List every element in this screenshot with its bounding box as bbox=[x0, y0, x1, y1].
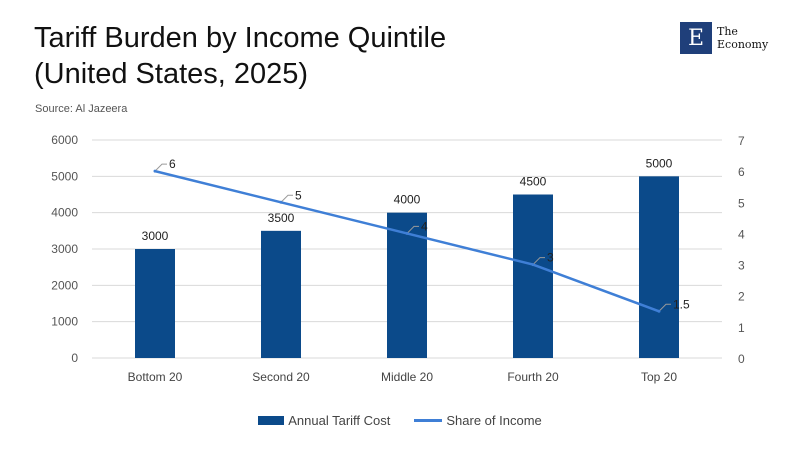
legend-label-line: Share of Income bbox=[446, 413, 542, 428]
bar bbox=[135, 249, 175, 358]
x-category-label: Top 20 bbox=[641, 370, 677, 384]
line-point bbox=[657, 309, 661, 313]
x-category-label: Second 20 bbox=[252, 370, 310, 384]
bar bbox=[639, 176, 679, 358]
title-line-1: Tariff Burden by Income Quintile bbox=[34, 22, 447, 54]
legend-item-bars: Annual Tariff Cost bbox=[258, 413, 390, 428]
y-left-tick-label: 2000 bbox=[51, 278, 78, 292]
title-line-2: (United States, 2025) bbox=[34, 58, 309, 90]
logo-text-line-1: The bbox=[717, 25, 738, 38]
line-data-label: 4 bbox=[421, 219, 428, 233]
y-right-tick-label: 6 bbox=[738, 165, 745, 179]
y-left-tick-label: 5000 bbox=[51, 169, 78, 183]
y-right-tick-label: 0 bbox=[738, 352, 745, 366]
publisher-logo: E The Economy bbox=[680, 22, 768, 54]
legend: Annual Tariff Cost Share of Income bbox=[0, 413, 800, 428]
y-left-tick-label: 6000 bbox=[51, 133, 78, 147]
y-right-tick-label: 3 bbox=[738, 259, 745, 273]
bar-data-label: 3000 bbox=[142, 229, 169, 243]
line-point bbox=[153, 169, 157, 173]
y-left-tick-label: 0 bbox=[71, 351, 78, 365]
y-right-tick-label: 1 bbox=[738, 321, 745, 335]
line-point bbox=[279, 200, 283, 204]
chart-title: Tariff Burden by Income Quintile (United… bbox=[34, 20, 446, 92]
line-label-leader bbox=[155, 163, 167, 171]
logo-text: The Economy bbox=[717, 25, 768, 51]
line-label-leader bbox=[659, 303, 671, 311]
y-right-tick-label: 5 bbox=[738, 196, 745, 210]
line-label-leader bbox=[281, 194, 293, 202]
legend-swatch-bar bbox=[258, 416, 285, 425]
y-left-tick-label: 1000 bbox=[51, 315, 78, 329]
y-right-tick-label: 2 bbox=[738, 290, 745, 304]
legend-label-bars: Annual Tariff Cost bbox=[288, 413, 391, 428]
line-data-label: 1.5 bbox=[673, 297, 690, 311]
y-left-tick-label: 3000 bbox=[51, 242, 78, 256]
line-point bbox=[531, 263, 535, 267]
line-data-label: 3 bbox=[547, 251, 554, 265]
bar-data-label: 3500 bbox=[268, 211, 295, 225]
y-right-tick-label: 4 bbox=[738, 227, 745, 241]
bar bbox=[513, 194, 553, 358]
bar-data-label: 5000 bbox=[646, 156, 673, 170]
legend-swatch-line bbox=[414, 419, 443, 422]
line-data-label: 5 bbox=[295, 188, 302, 202]
y-left-tick-label: 4000 bbox=[51, 206, 78, 220]
source-note: Source: Al Jazeera bbox=[35, 103, 128, 115]
legend-item-line: Share of Income bbox=[414, 413, 542, 428]
logo-mark: E bbox=[680, 22, 712, 54]
line-label-leader bbox=[407, 225, 419, 233]
x-category-label: Bottom 20 bbox=[128, 370, 183, 384]
logo-text-line-2: Economy bbox=[717, 38, 769, 51]
y-right-tick-label: 7 bbox=[738, 134, 745, 148]
line-point bbox=[405, 231, 409, 235]
bar-data-label: 4000 bbox=[394, 193, 421, 207]
bar bbox=[261, 230, 301, 358]
line-label-leader bbox=[533, 257, 545, 264]
bar-data-label: 4500 bbox=[520, 175, 547, 189]
line-data-label: 6 bbox=[169, 157, 176, 171]
x-category-label: Fourth 20 bbox=[507, 370, 559, 384]
x-category-label: Middle 20 bbox=[381, 370, 433, 384]
